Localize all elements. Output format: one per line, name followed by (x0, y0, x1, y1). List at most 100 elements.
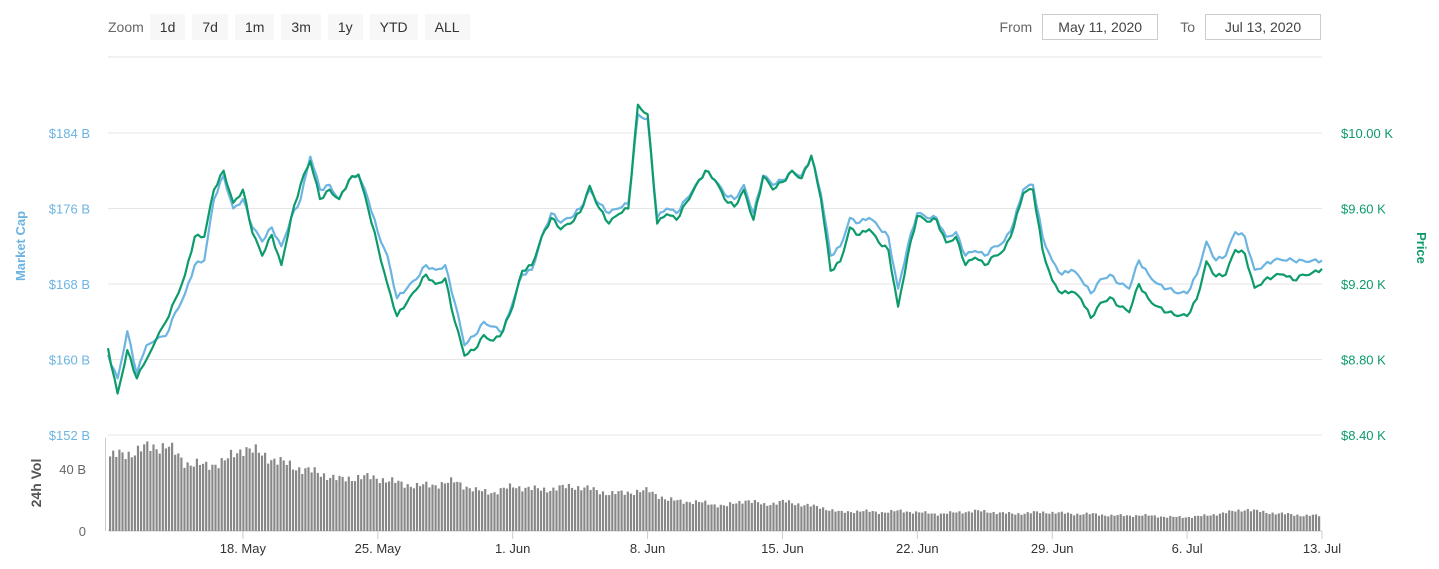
volume-bar (1104, 515, 1107, 531)
volume-bar (1017, 513, 1020, 531)
volume-bar (1159, 516, 1163, 531)
volume-bar (245, 447, 248, 531)
zoom-button-3m[interactable]: 3m (281, 14, 321, 40)
volume-bar (505, 488, 508, 531)
volume-bar (1026, 512, 1029, 531)
grid-lines (105, 132, 1322, 532)
volume-bar (1008, 511, 1011, 531)
zoom-button-1m[interactable]: 1m (234, 14, 275, 40)
volume-bar (989, 512, 992, 531)
volume-bar (186, 462, 189, 531)
volume-bar (893, 511, 896, 531)
volume-bar (704, 500, 707, 531)
zoom-button-1d[interactable]: 1d (149, 14, 186, 40)
volume-bar (288, 460, 291, 531)
volume-bar (1107, 516, 1110, 531)
volume-bar (1054, 513, 1057, 531)
volume-bar (632, 495, 636, 531)
volume-bar (778, 500, 781, 531)
volume-bar (273, 458, 276, 531)
volume-bar (663, 499, 667, 531)
volume-bar (524, 487, 527, 531)
volume-bar (388, 481, 391, 531)
volume-bar (381, 478, 384, 531)
market-cap-tick-label: $168 B (49, 277, 90, 292)
volume-bar (1252, 509, 1256, 531)
volume-bar (1057, 512, 1060, 531)
volume-bar (1163, 516, 1166, 531)
volume-bar (927, 513, 930, 531)
volume-bar (295, 470, 298, 531)
volume-bar (763, 503, 766, 531)
volume-bar (980, 511, 983, 531)
volume-bar (391, 477, 394, 531)
volume-bar (543, 487, 546, 531)
volume-bar (589, 489, 592, 531)
volume-bar (512, 487, 515, 531)
volume-bar (378, 483, 381, 531)
volume-bar (1035, 511, 1039, 531)
to-date-input[interactable] (1205, 14, 1321, 40)
volume-bar (645, 487, 648, 531)
volume-bar (195, 458, 198, 531)
volume-bar (679, 499, 682, 531)
volume-bar (772, 502, 775, 531)
volume-bar (955, 512, 958, 531)
volume-bar (536, 488, 539, 531)
volume-bar (843, 512, 846, 531)
volume-bar (446, 482, 450, 531)
volume-bar (1259, 511, 1262, 531)
volume-bar (620, 490, 623, 531)
volume-bar (251, 452, 254, 531)
date-tick-label: 6. Jul (1172, 541, 1203, 556)
zoom-button-7d[interactable]: 7d (192, 14, 228, 40)
volume-bar (267, 463, 270, 531)
volume-bar (1283, 514, 1287, 531)
volume-bar (1032, 511, 1035, 531)
zoom-button-all[interactable]: ALL (424, 14, 470, 40)
volume-bar (964, 512, 967, 531)
volume-bar (363, 475, 366, 531)
zoom-label: Zoom (108, 19, 144, 35)
volume-bar (908, 512, 911, 531)
volume-bar (1197, 515, 1200, 531)
volume-bar (490, 493, 493, 531)
volume-bar (1070, 513, 1073, 531)
volume-bar (1091, 513, 1094, 531)
volume-bar (794, 505, 797, 531)
volume-bar (1029, 513, 1032, 531)
volume-bar (806, 503, 809, 531)
from-date-input[interactable] (1042, 14, 1159, 40)
volume-bar (1020, 514, 1023, 531)
volume-bar (1280, 512, 1283, 531)
volume-bar (670, 497, 673, 531)
volume-bar (921, 512, 924, 531)
volume-bar (567, 483, 570, 531)
volume-bar (496, 494, 499, 531)
volume-bar (1045, 513, 1048, 531)
zoom-button-ytd[interactable]: YTD (369, 14, 418, 40)
volume-bar (285, 465, 288, 531)
volume-bar (967, 511, 970, 531)
zoom-button-1y[interactable]: 1y (327, 14, 363, 40)
volume-bar (164, 448, 167, 531)
volume-bar (1293, 515, 1296, 531)
volume-bar (301, 473, 304, 531)
volume-bar (155, 449, 158, 531)
volume-bar (143, 444, 146, 531)
volume-bar (605, 495, 608, 531)
volume-bar (939, 513, 942, 531)
volume-bar (673, 500, 676, 531)
volume-bar (775, 504, 778, 531)
volume-bar (1150, 515, 1153, 531)
volume-bar (1209, 515, 1212, 531)
volume-bar (741, 503, 744, 531)
volume-bar (868, 511, 871, 531)
volume-bar (338, 475, 341, 531)
volume-bar (419, 486, 422, 531)
market-cap-tick-label: $160 B (49, 353, 90, 368)
volume-bar (1110, 514, 1113, 531)
volume-bar (319, 476, 322, 531)
volume-bar (1256, 509, 1259, 531)
